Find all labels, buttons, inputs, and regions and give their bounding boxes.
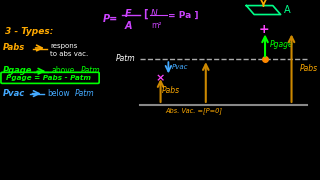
Text: F: F <box>125 9 131 19</box>
Text: Pgage: Pgage <box>3 66 33 75</box>
Text: 3 - Types:: 3 - Types: <box>5 27 53 36</box>
Text: Pgage: Pgage <box>270 40 293 50</box>
Text: Pvac: Pvac <box>172 64 188 70</box>
Text: Pabs: Pabs <box>3 43 25 52</box>
Text: Pgage = Pabs - Patm: Pgage = Pabs - Patm <box>6 75 91 81</box>
Text: N: N <box>151 9 158 18</box>
Text: A: A <box>125 21 132 31</box>
Text: Abs. Vac. =[P=0]: Abs. Vac. =[P=0] <box>165 107 222 114</box>
Text: above: above <box>52 66 75 75</box>
Text: Pabs: Pabs <box>162 86 180 95</box>
Text: +: + <box>259 23 269 36</box>
Text: respons: respons <box>50 43 77 49</box>
Text: below: below <box>47 89 69 98</box>
Text: [: [ <box>143 9 148 19</box>
Text: ×: × <box>156 73 165 83</box>
Text: A: A <box>284 5 290 15</box>
Text: Patm: Patm <box>81 66 101 75</box>
Text: Pabs: Pabs <box>299 64 317 73</box>
Text: m²: m² <box>151 21 162 30</box>
Text: Patm: Patm <box>75 89 94 98</box>
Text: = Pa ]: = Pa ] <box>168 11 199 20</box>
Text: P=: P= <box>103 14 118 24</box>
Text: Patm: Patm <box>116 54 136 63</box>
Text: Pvac: Pvac <box>3 89 25 98</box>
Text: to abs vac.: to abs vac. <box>50 51 88 57</box>
